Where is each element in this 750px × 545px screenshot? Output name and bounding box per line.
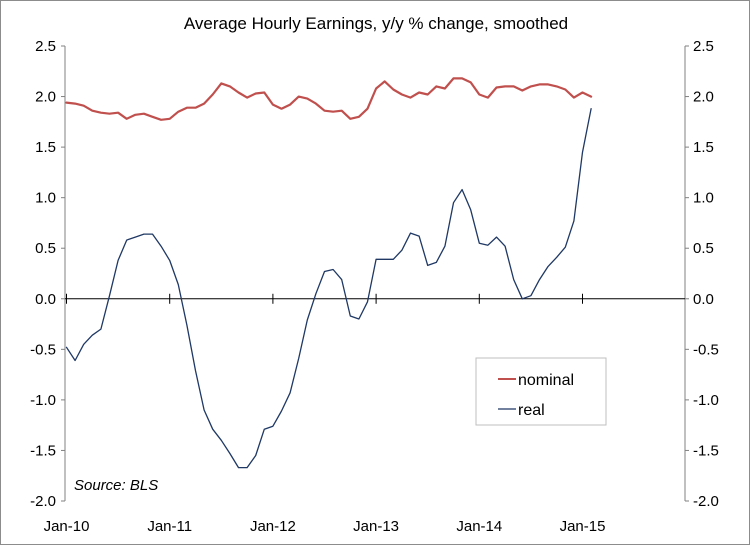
y-tick-label-right: -1.0	[693, 392, 719, 409]
legend-label-real: real	[518, 402, 545, 419]
y-tick-label-right: 0.5	[693, 240, 714, 257]
legend: nominal real	[475, 357, 607, 426]
x-tick-label: Jan-11	[147, 518, 192, 535]
x-tick-label: Jan-12	[250, 518, 296, 535]
y-tick-label-left: 2.5	[35, 38, 56, 55]
x-tick-label: Jan-15	[560, 518, 606, 535]
y-tick-label-left: -1.5	[30, 442, 56, 459]
y-tick-label-right: 2.0	[693, 89, 714, 106]
y-tick-label-right: 0.0	[693, 291, 714, 308]
source-note: Source: BLS	[74, 477, 158, 494]
y-tick-label-right: -2.0	[693, 493, 719, 510]
x-tick-label: Jan-10	[44, 518, 90, 535]
chart-title: Average Hourly Earnings, y/y % change, s…	[184, 14, 568, 33]
series-line-real	[65, 108, 592, 469]
legend-label-nominal: nominal	[518, 372, 574, 389]
axes: 2.5 2.5 2.0 2.0 1.5 1.5 1.0 1.0 0.5 0.5 0.0 0.0 -0.5…	[30, 38, 719, 535]
y-tick-label-right: 1.5	[693, 139, 714, 156]
y-tick-label-right: -1.5	[693, 442, 719, 459]
y-tick-label-left: 1.5	[35, 139, 56, 156]
y-tick-label-left: 1.0	[35, 190, 56, 207]
y-tick-label-left: 2.0	[35, 89, 56, 106]
x-tick-label: Jan-14	[456, 518, 502, 535]
y-tick-label-right: -0.5	[693, 341, 719, 358]
y-tick-label-left: -2.0	[30, 493, 56, 510]
y-tick-label-right: 2.5	[693, 38, 714, 55]
series-layer	[65, 77, 593, 469]
series-line-nominal	[65, 77, 593, 121]
y-tick-label-left: -0.5	[30, 341, 56, 358]
y-tick-label-left: 0.5	[35, 240, 56, 257]
y-tick-label-right: 1.0	[693, 190, 714, 207]
legend-box	[475, 357, 607, 426]
y-tick-label-left: -1.0	[30, 392, 56, 409]
y-tick-label-left: 0.0	[35, 291, 56, 308]
x-tick-label: Jan-13	[353, 518, 399, 535]
